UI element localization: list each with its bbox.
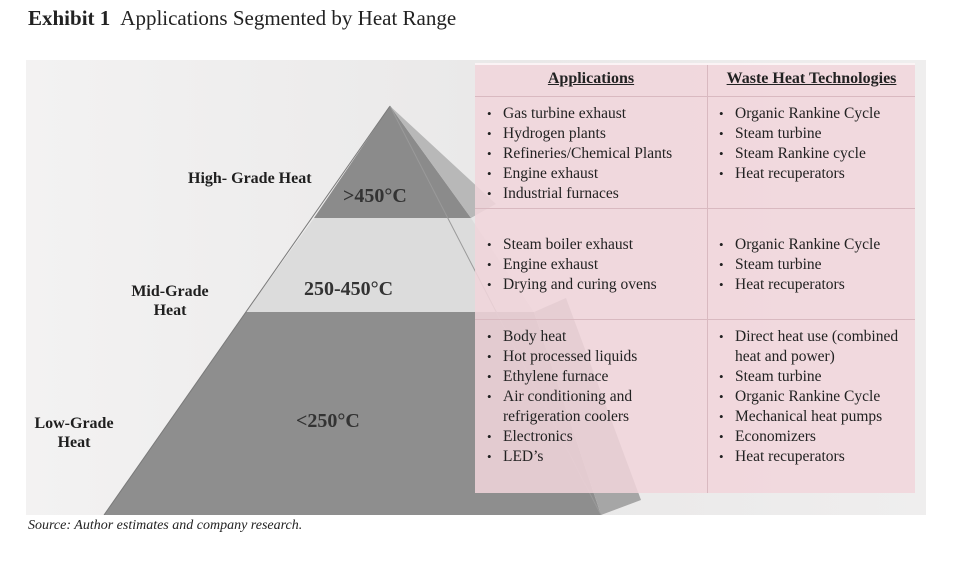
list-item: Organic Rankine Cycle [715, 387, 905, 407]
pyramid-edge [103, 105, 391, 515]
low-grade-label: Low-Grade Heat [30, 414, 118, 452]
mid-grade-applications: Steam boiler exhaust Engine exhaust Dryi… [483, 235, 705, 295]
high-grade-temp: >450°C [343, 185, 407, 207]
pyramid-top-level [314, 106, 471, 218]
list-item: Organic Rankine Cycle [715, 104, 911, 124]
list-item: Industrial furnaces [483, 184, 705, 204]
technologies-header: Waste Heat Technologies [726, 70, 897, 87]
row-divider [475, 96, 915, 97]
list-item: Engine exhaust [483, 255, 705, 275]
applications-header: Applications [547, 70, 635, 87]
list-item: Air conditioning and refrigeration coole… [483, 387, 683, 427]
high-grade-applications: Gas turbine exhaust Hydrogen plants Refi… [483, 104, 705, 204]
exhibit-number: Exhibit 1 [28, 6, 111, 30]
list-item: Direct heat use (combined heat and power… [715, 327, 905, 367]
source-note: Source: Author estimates and company res… [28, 518, 303, 533]
pyramid-mid-level [246, 218, 534, 312]
low-grade-label-line2: Heat [57, 434, 91, 451]
list-item: Heat recuperators [715, 164, 911, 184]
high-grade-technologies: Organic Rankine Cycle Steam turbine Stea… [715, 104, 911, 184]
list-item: Steam turbine [715, 255, 911, 275]
high-grade-label: High- Grade Heat [188, 170, 312, 187]
list-item: Organic Rankine Cycle [715, 235, 911, 255]
low-grade-technologies: Direct heat use (combined heat and power… [715, 327, 905, 467]
mid-grade-label: Mid-Grade Heat [128, 282, 212, 320]
pyramid-top-side [390, 106, 496, 218]
exhibit-title: Exhibit 1 Applications Segmented by Heat … [28, 6, 456, 31]
low-grade-applications: Body heat Hot processed liquids Ethylene… [483, 327, 683, 467]
list-item: Steam turbine [715, 367, 905, 387]
list-item: Body heat [483, 327, 683, 347]
list-item: Electronics [483, 427, 683, 447]
list-item: Engine exhaust [483, 164, 705, 184]
low-grade-label-line1: Low-Grade [34, 415, 114, 432]
list-item: LED’s [483, 447, 683, 467]
mid-grade-label-line2: Heat [153, 302, 187, 319]
exhibit-title-text: Applications Segmented by Heat Range [120, 6, 457, 30]
list-item: Economizers [715, 427, 905, 447]
mid-grade-label-line1: Mid-Grade [131, 283, 209, 300]
list-item: Ethylene furnace [483, 367, 683, 387]
list-item: Gas turbine exhaust [483, 104, 705, 124]
list-item: Mechanical heat pumps [715, 407, 905, 427]
mid-grade-temp: 250-450°C [304, 278, 394, 300]
list-item: Hydrogen plants [483, 124, 705, 144]
list-item: Heat recuperators [715, 447, 905, 467]
row-divider [475, 319, 915, 320]
list-item: Steam turbine [715, 124, 911, 144]
list-item: Steam boiler exhaust [483, 235, 705, 255]
row-divider [475, 208, 915, 209]
list-item: Drying and curing ovens [483, 275, 705, 295]
low-grade-temp: <250°C [296, 410, 360, 432]
list-item: Hot processed liquids [483, 347, 683, 367]
applications-table: Applications Waste Heat Technologies Gas… [475, 63, 915, 493]
list-item: Refineries/Chemical Plants [483, 144, 705, 164]
list-item: Heat recuperators [715, 275, 911, 295]
list-item: Steam Rankine cycle [715, 144, 911, 164]
mid-grade-technologies: Organic Rankine Cycle Steam turbine Heat… [715, 235, 911, 295]
column-divider [707, 65, 708, 493]
